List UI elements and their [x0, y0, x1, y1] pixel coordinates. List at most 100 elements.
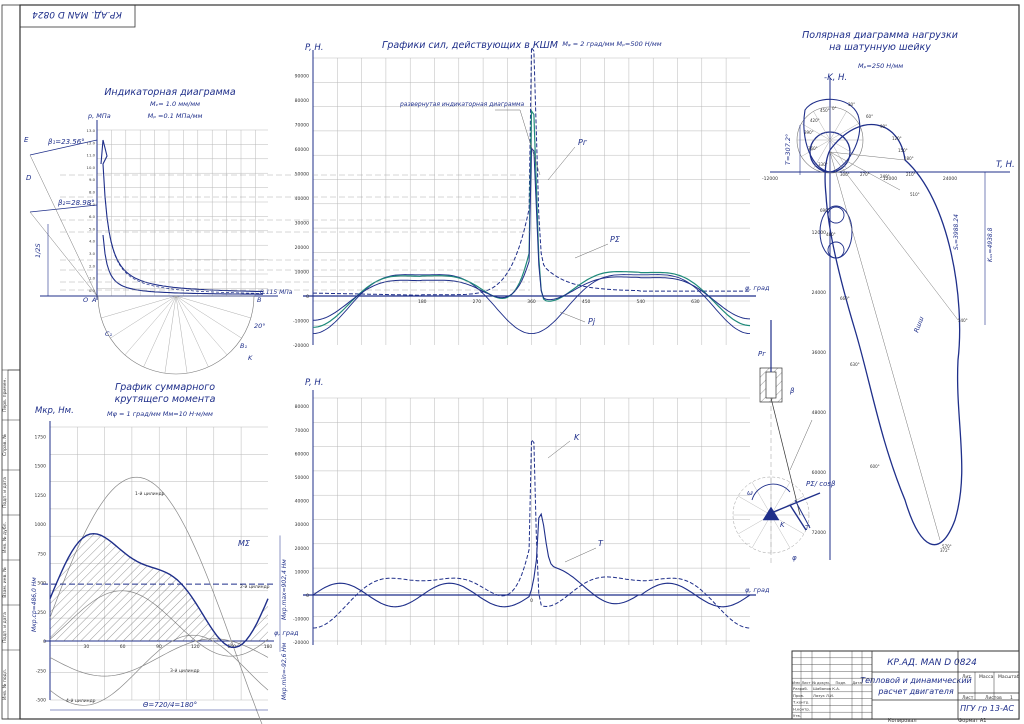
- polar-ray: [829, 111, 847, 141]
- forces-annotation: развернутая индикаторная диаграмма: [399, 101, 525, 108]
- torque-ylabel: Mкр, Нм.: [35, 406, 74, 416]
- kt-xlabel: φ, град: [745, 586, 770, 594]
- cyl-4-label: 4-й цилиндр: [66, 697, 96, 704]
- force-t-arrow: [794, 499, 811, 529]
- strip-label: Инв. № дубл.: [2, 522, 8, 553]
- period-label: Θ=720/4=180°: [143, 701, 197, 709]
- forces-ytick: 50000: [295, 172, 309, 178]
- indicator-ylabel: p, МПа: [87, 112, 111, 120]
- beta1-line: [29, 139, 98, 156]
- polar-radius: [829, 151, 901, 191]
- torque-scales: Mφ = 1 град/мм Mм=10 Н·м/мм: [107, 410, 213, 418]
- strip-label: Подп. и дата: [2, 612, 8, 643]
- polar-angle-label: 180°: [904, 156, 914, 161]
- half-stroke-label: 1/2S: [34, 243, 42, 258]
- tb-col-header: Подп.: [836, 681, 847, 685]
- torque-ytick: 0: [43, 639, 46, 645]
- polar-angle-label: 570°: [942, 544, 952, 549]
- brix-ray: [143, 295, 177, 368]
- force-psum-arrow: [770, 492, 821, 514]
- crank-ray: [751, 514, 772, 549]
- forces-xtick: 180: [418, 299, 427, 305]
- curve-msum: [49, 532, 269, 648]
- indicator-ytick: 7.0: [89, 202, 96, 207]
- kin-beta: β: [790, 387, 795, 395]
- leader-pg: [547, 146, 576, 181]
- indicator-ytick: 1.0: [89, 276, 96, 281]
- polar-angle-label: 270°: [860, 172, 870, 177]
- torque-xtick: 30: [83, 644, 89, 650]
- torque-ytick: 1000: [35, 522, 47, 528]
- kt-chart: 80000 70000 60000 50000 40000 30000 20000 10000…: [293, 378, 770, 646]
- curve-cyl-4: [49, 634, 269, 706]
- polar-ytick: 72000: [812, 530, 826, 536]
- leader-pj: [559, 311, 586, 323]
- brix-ray: [164, 295, 177, 374]
- polar-angle-label: 30°: [848, 102, 855, 107]
- torque-xtick: 90: [156, 644, 162, 650]
- leader-t: [564, 547, 597, 563]
- polar-ray: [813, 111, 831, 141]
- indicator-ytick: 11.0: [87, 153, 96, 158]
- brix-ray: [175, 295, 209, 368]
- kt-ytick: 40000: [295, 499, 309, 505]
- tb-copied: Копировал: [888, 718, 917, 724]
- polar-xtick: 12000: [883, 176, 897, 182]
- torque-ytick: 1750: [35, 434, 47, 440]
- curve-compression: [102, 234, 263, 295]
- polar-r-label: Rшш: [912, 315, 925, 333]
- indicator-ytick: 8.0: [89, 190, 96, 195]
- label-msum: MΣ: [238, 539, 251, 548]
- kt-ytick: 80000: [295, 404, 309, 410]
- forces-ylabel: P, Н.: [305, 43, 323, 53]
- brix-ray: [175, 295, 242, 339]
- indicator-ytick: 13.0: [87, 128, 96, 133]
- brix-ray: [101, 295, 177, 319]
- polar-ytick: 24000: [812, 290, 826, 296]
- cyl-3-label: 3-й цилиндр: [170, 667, 200, 674]
- brix-ray: [175, 295, 251, 319]
- kt-ylabel: P, Н.: [305, 378, 323, 388]
- label-psum: PΣ: [610, 235, 621, 244]
- kt-ytick: -10000: [293, 617, 309, 623]
- brix-ray: [175, 295, 188, 374]
- leader-psum: [574, 243, 609, 259]
- curve-t: [312, 512, 751, 608]
- polar-radius: [829, 151, 959, 321]
- polar-angle-label: 90°: [880, 124, 887, 129]
- polar-inner-loop: [803, 98, 861, 173]
- cyl-2-label: 2-й цилиндр: [240, 583, 270, 590]
- polar-radius: [829, 151, 941, 541]
- top-stamp: КР.АД. MAN D 0824: [19, 4, 136, 28]
- kt-ytick: 30000: [295, 522, 309, 528]
- indicator-ytick: 4.0: [89, 239, 96, 244]
- point-e: E: [24, 136, 29, 144]
- beta-leader: [789, 419, 813, 471]
- kin-pg: Pг: [758, 350, 766, 358]
- polar-angle-label: 600°: [870, 464, 880, 469]
- polar-t-label: T=307.2°: [784, 134, 792, 165]
- kt-ytick: -20000: [293, 640, 309, 646]
- torque-title-1: График суммарного: [115, 382, 215, 393]
- polar-ray: [801, 139, 831, 157]
- tb-sheets-n: 1: [1010, 695, 1013, 701]
- polar-angle-label: 660°: [840, 296, 850, 301]
- forces-ytick: 20000: [295, 245, 309, 251]
- tb-mass: Масса: [979, 674, 994, 680]
- kt-ytick: 10000: [295, 569, 309, 575]
- polar-xtick: 24000: [943, 176, 957, 182]
- leader-k: [547, 440, 571, 459]
- ray-e: [29, 154, 98, 297]
- left-strip: Перв. примен. Справ. № Подп. и дата Инв. № …: [2, 369, 21, 720]
- tb-org: ПГУ гр 13-АС: [960, 704, 1014, 713]
- label-t: T: [598, 539, 604, 548]
- polar-ray: [801, 123, 831, 141]
- torque-ytick: -250: [36, 668, 46, 674]
- tb-scale: Масштаб: [998, 674, 1020, 680]
- beta2-label: β₂=28.98°: [58, 199, 95, 207]
- left-margin: [1, 4, 21, 720]
- polar-angle-label: 540°: [958, 318, 968, 323]
- tb-person: Лазук Л.И.: [813, 693, 834, 698]
- indicator-ytick: 5.0: [89, 226, 96, 231]
- polar-xtick: -12000: [762, 176, 778, 182]
